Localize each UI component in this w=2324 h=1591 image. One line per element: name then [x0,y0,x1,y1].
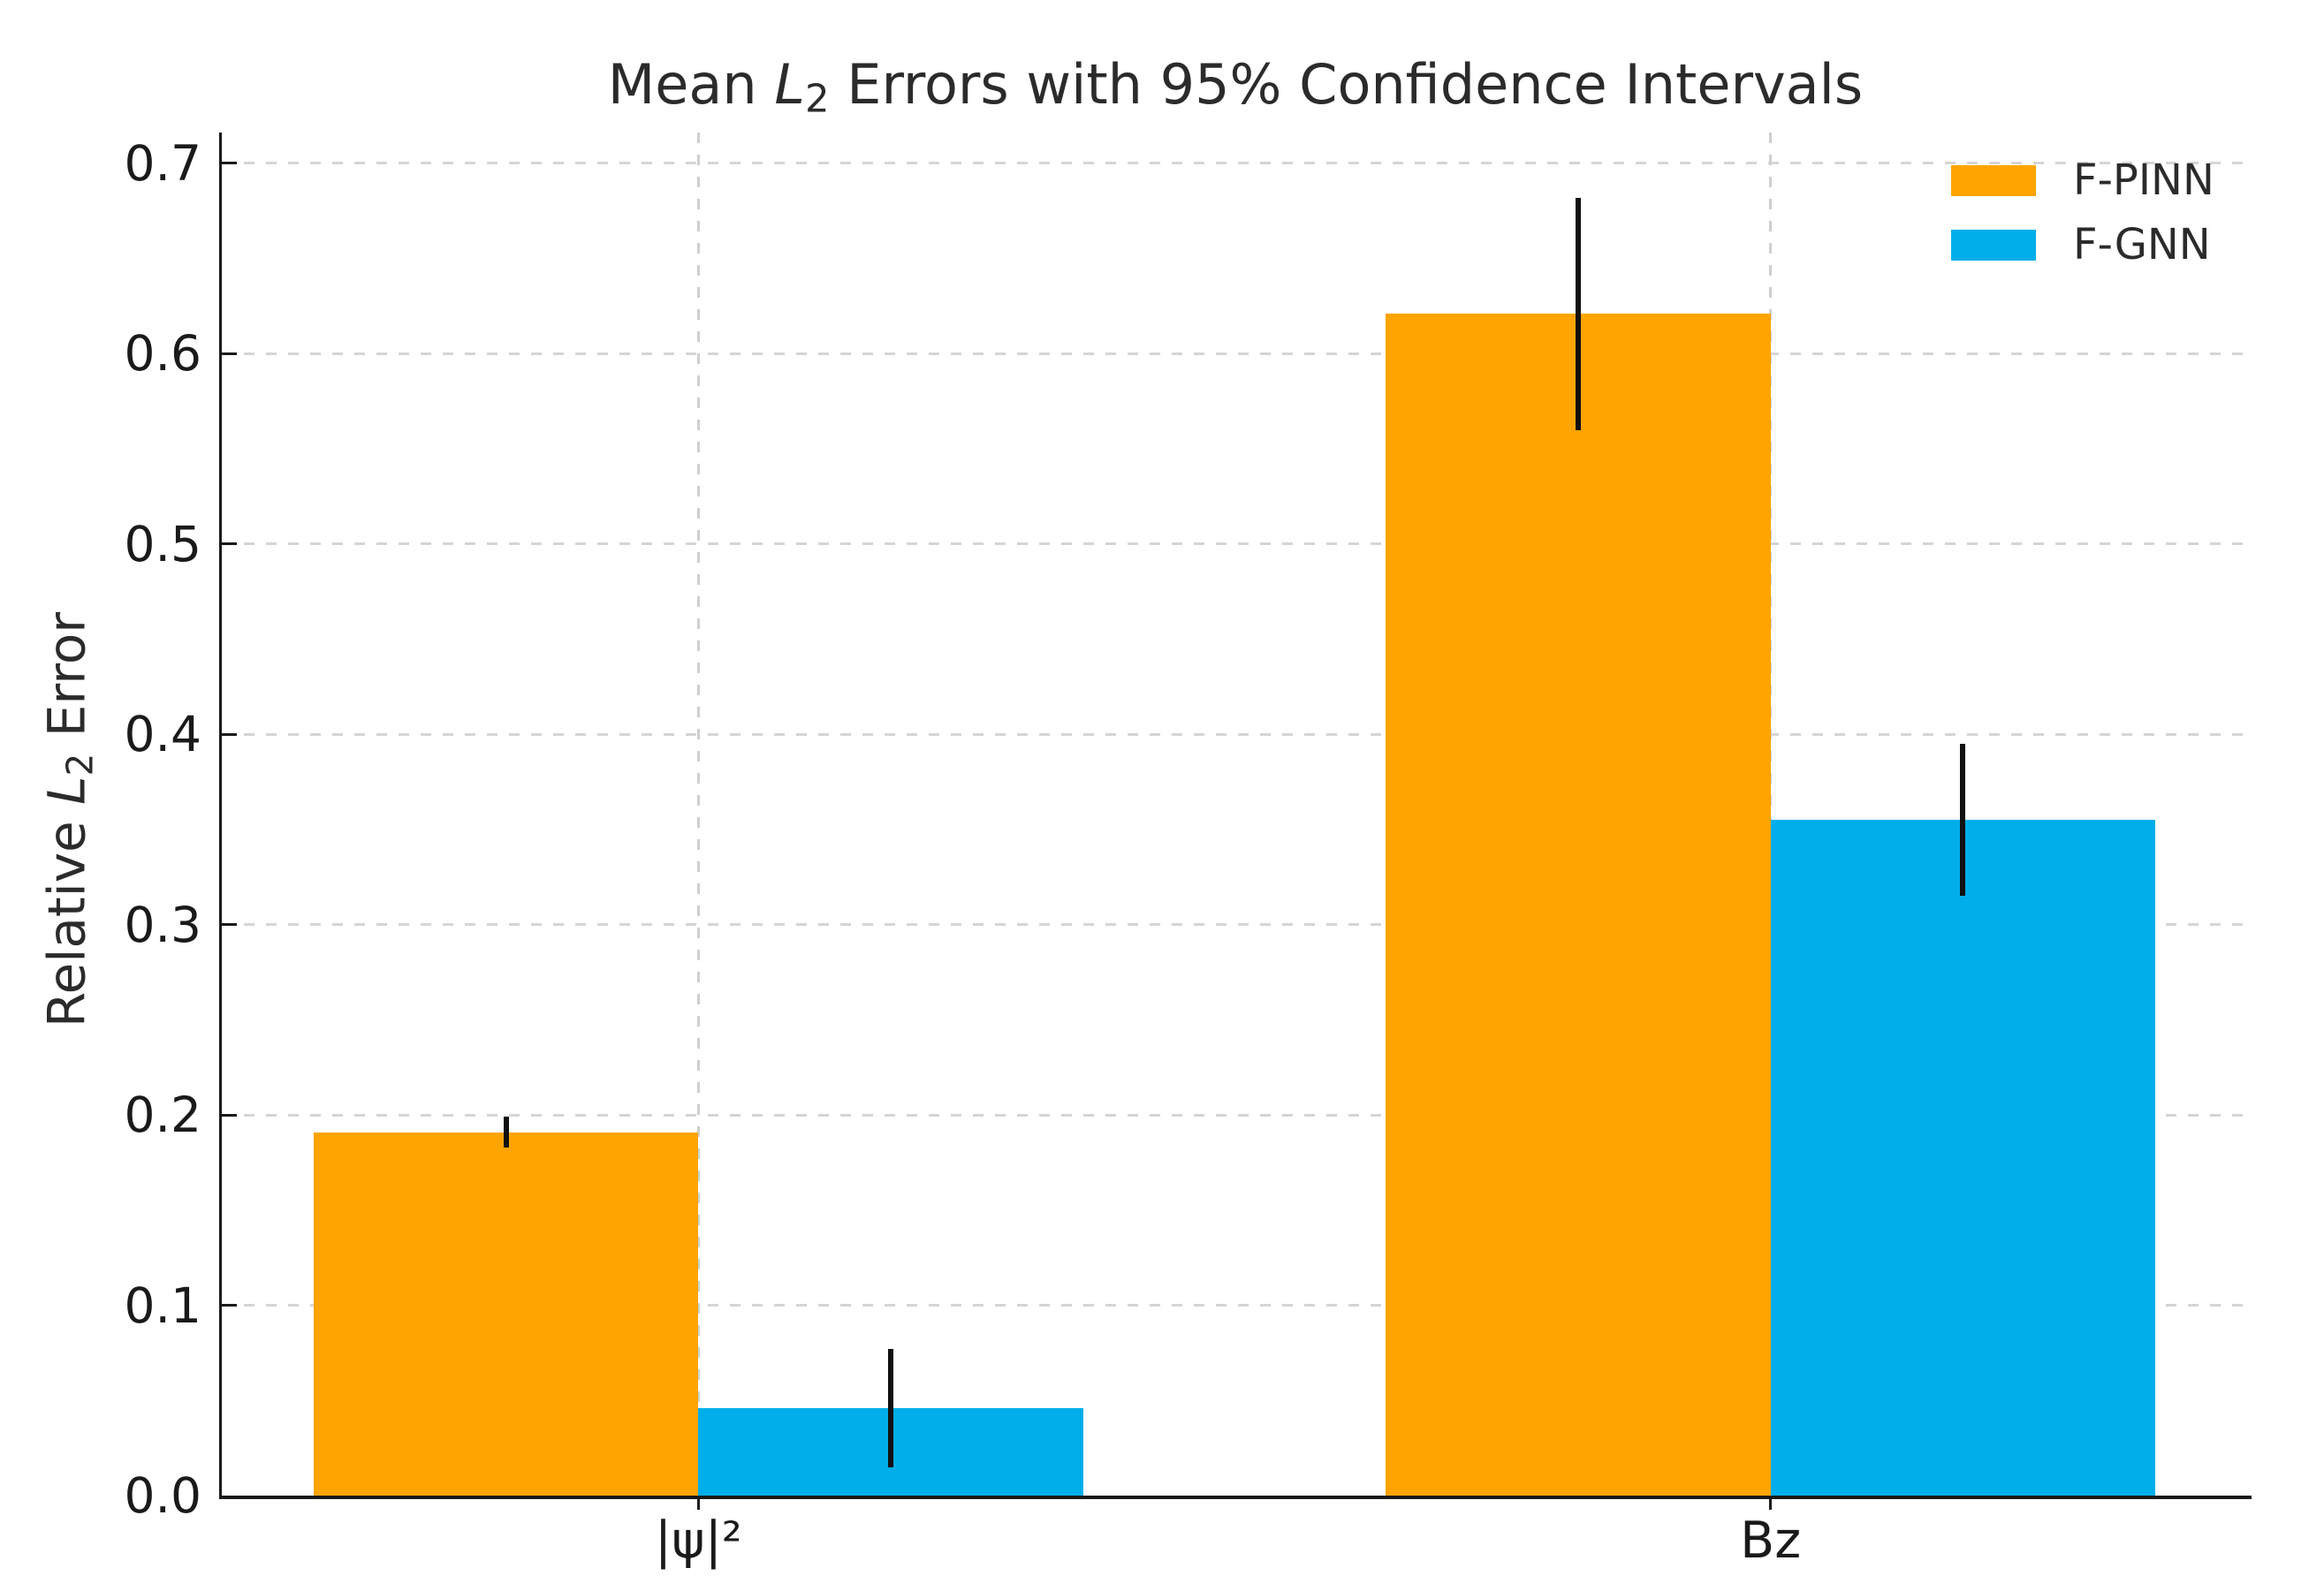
chart-title-suffix: Errors with 95% Confidence Intervals [829,52,1864,117]
error-bar-f-gnn-x [888,1349,894,1467]
ytick-mark-0.5 [222,542,237,546]
gridline-y-0.4 [222,732,2252,736]
legend-item-f-pinn: F-PINN [1951,155,2214,205]
ytick-label-0.7: 0.7 [124,134,201,192]
ytick-label-0.5: 0.5 [124,515,201,572]
chart-title-math-sub: 2 [804,77,830,122]
error-bar-f-pinn-bz [1575,197,1581,430]
ytick-label-0.4: 0.4 [124,706,201,763]
plot-area [219,133,2252,1499]
ytick-mark-0.1 [222,1304,237,1307]
gridline-x-x [696,133,700,1496]
legend-swatch-f-gnn [1951,229,2036,261]
error-bar-f-gnn-bz [1960,744,1966,897]
ytick-label-0.6: 0.6 [124,325,201,383]
ytick-label-0.3: 0.3 [124,896,201,953]
gridline-y-0.1 [222,1304,2252,1307]
ytick-mark-0.2 [222,1113,237,1117]
xtick-label-bz: Bz [1740,1511,1802,1570]
ytick-mark-0.7 [222,162,237,165]
ytick-mark-0.4 [222,732,237,736]
legend-item-f-gnn: F-GNN [1951,220,2214,269]
legend-swatch-f-pinn [1951,164,2036,196]
chart-title-math-var: L [774,52,805,117]
gridline-y-0.6 [222,352,2252,355]
chart-title: Mean L2 Errors with 95% Confidence Inter… [219,52,2252,122]
xtick-mark-bz [1769,1499,1773,1510]
xtick-label-x: |ψ|² [654,1511,742,1570]
ytick-mark-0.3 [222,923,237,927]
ytick-label-0.1: 0.1 [124,1277,201,1334]
y-axis-label-math-var: L [36,776,97,805]
bar-f-pinn-x [313,1132,699,1496]
bar-f-gnn-bz [1770,820,2156,1496]
xtick-mark-x [696,1499,700,1510]
gridline-y-0.3 [222,923,2252,927]
bar-f-pinn-bz [1386,314,1771,1496]
legend-label-f-gnn: F-GNN [2073,220,2211,269]
y-axis-label: Relative L2 Error [37,612,102,1027]
ytick-mark-0.6 [222,352,237,355]
error-bar-f-pinn-x [503,1117,509,1148]
ytick-label-0.0: 0.0 [124,1467,201,1524]
legend-label-f-pinn: F-PINN [2073,155,2214,205]
gridline-y-0.7 [222,162,2252,165]
chart-title-prefix: Mean [607,52,775,117]
gridline-y-0.2 [222,1113,2252,1117]
gridline-y-0.5 [222,542,2252,546]
gridline-x-bz [1769,133,1773,1496]
ytick-label-0.2: 0.2 [124,1087,201,1144]
legend: F-PINN F-GNN [1951,155,2214,293]
